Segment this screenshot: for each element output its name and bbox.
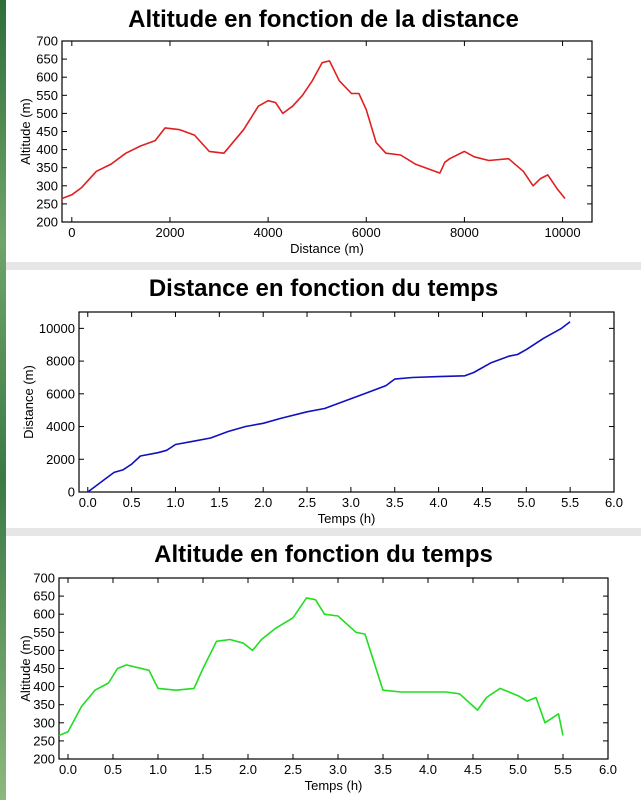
- chart-title: Altitude en fonction du temps: [154, 541, 493, 568]
- x-tick-label: 3.5: [386, 495, 404, 510]
- plot-frame: [61, 40, 593, 223]
- x-tick-label: 4.5: [464, 762, 482, 777]
- y-axis-label: Altitude (m): [18, 635, 33, 701]
- series-line: [87, 321, 571, 493]
- y-tick-label: 300: [36, 178, 58, 193]
- y-tick-label: 250: [33, 733, 55, 748]
- y-tick-label: 700: [36, 34, 58, 49]
- y-tick-label: 10000: [39, 321, 75, 336]
- x-tick-label: 2.5: [298, 495, 316, 510]
- y-tick-label: 200: [33, 752, 55, 767]
- x-tick-label: 0.0: [79, 495, 97, 510]
- x-tick-label: 2000: [156, 225, 185, 240]
- x-tick-label: 8000: [450, 225, 479, 240]
- x-tick-label: 1.5: [210, 495, 228, 510]
- y-axis-label: Distance (m): [21, 365, 36, 439]
- x-tick-label: 0.5: [104, 762, 122, 777]
- chart-title: Altitude en fonction de la distance: [128, 6, 519, 33]
- y-tick-label: 250: [36, 196, 58, 211]
- chart-altitude-time: 0.0 0.5 1.0 1.5 2.0 2.5 3.0 3.5 4.0 4.5 5.0 5.5 6.0 2…: [18, 571, 617, 794]
- y-tick-label: 650: [36, 52, 58, 67]
- x-tick-label: 5.0: [509, 762, 527, 777]
- x-tick-label: 2.0: [254, 495, 272, 510]
- x-tick-label: 1.0: [149, 762, 167, 777]
- x-tick-label: 2.5: [284, 762, 302, 777]
- x-tick-label: 4000: [254, 225, 283, 240]
- x-tick-label: 0: [68, 225, 75, 240]
- x-tick-label: 6.0: [599, 762, 617, 777]
- chart-panel-altitude-distance: Altitude en fonction de la distance 0 200…: [6, 0, 641, 262]
- x-tick-label: 1.0: [166, 495, 184, 510]
- x-tick-label: 4.5: [473, 495, 491, 510]
- series-line: [58, 597, 564, 737]
- y-tick-label: 600: [33, 607, 55, 622]
- panel-separator: [6, 528, 641, 536]
- y-tick-label: 500: [33, 643, 55, 658]
- x-tick-label: 5.5: [561, 495, 579, 510]
- series-line: [61, 60, 566, 200]
- x-axis-label: Temps (h): [305, 778, 363, 793]
- chart-distance-time: 0.0 0.5 1.0 1.5 2.0 2.5 3.0 3.5 4.0 4.5 5.0 5.5 6.0 0…: [21, 311, 623, 526]
- chart-panel-altitude-time: Altitude en fonction du temps 0.0 0.5 1.0 1…: [6, 536, 641, 800]
- y-tick-label: 4000: [46, 419, 75, 434]
- x-axis-label: Distance (m): [290, 241, 364, 256]
- x-tick-label: 4.0: [419, 762, 437, 777]
- y-tick-label: 400: [36, 142, 58, 157]
- chart-panel-distance-time: Distance en fonction du temps 0.0 0.5 1.0 1…: [6, 270, 641, 528]
- x-tick-label: 4.0: [430, 495, 448, 510]
- y-tick-label: 600: [36, 70, 58, 85]
- y-tick-label: 650: [33, 589, 55, 604]
- y-tick-label: 450: [36, 124, 58, 139]
- x-tick-label: 5.0: [517, 495, 535, 510]
- y-tick-label: 200: [36, 215, 58, 230]
- x-tick-label: 1.5: [194, 762, 212, 777]
- y-tick-label: 450: [33, 661, 55, 676]
- y-tick-label: 350: [36, 160, 58, 175]
- desktop-edge-strip: [0, 0, 6, 800]
- y-tick-label: 700: [33, 571, 55, 586]
- y-tick-label: 6000: [46, 386, 75, 401]
- x-tick-label: 0.5: [123, 495, 141, 510]
- y-tick-label: 350: [33, 697, 55, 712]
- y-tick-label: 550: [33, 625, 55, 640]
- x-tick-label: 0.0: [59, 762, 77, 777]
- y-tick-label: 300: [33, 715, 55, 730]
- panel-separator: [6, 262, 641, 270]
- x-tick-label: 5.5: [554, 762, 572, 777]
- y-tick-label: 500: [36, 106, 58, 121]
- chart-altitude-distance: 0 2000 4000 6000 8000 10000 200 250 300 350 400 450…: [18, 34, 593, 256]
- y-tick-label: 550: [36, 88, 58, 103]
- chart-title: Distance en fonction du temps: [148, 275, 499, 302]
- y-tick-label: 8000: [46, 354, 75, 369]
- plot-frame: [58, 577, 609, 760]
- x-tick-label: 3.5: [374, 762, 392, 777]
- x-tick-label: 10000: [544, 225, 580, 240]
- x-tick-label: 2.0: [239, 762, 257, 777]
- y-tick-label: 400: [33, 679, 55, 694]
- y-tick-label: 0: [68, 485, 75, 500]
- x-tick-label: 3.0: [342, 495, 360, 510]
- x-axis-label: Temps (h): [318, 511, 376, 526]
- x-tick-label: 3.0: [329, 762, 347, 777]
- x-tick-label: 6.0: [605, 495, 623, 510]
- x-tick-label: 6000: [352, 225, 381, 240]
- plot-frame: [78, 311, 615, 493]
- y-axis-label: Altitude (m): [18, 98, 33, 164]
- y-tick-label: 2000: [46, 452, 75, 467]
